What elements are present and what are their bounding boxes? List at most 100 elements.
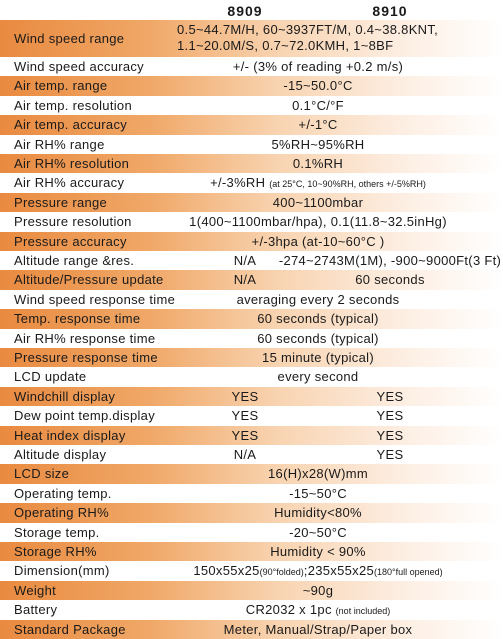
spec-row: Heat index display YES YES <box>0 425 503 445</box>
spec-label: Air RH% range <box>14 136 105 152</box>
spec-row: Storage temp. -20~50°C <box>0 523 503 542</box>
spec-label: Altitude display <box>14 447 107 462</box>
spec-row: Air temp. accuracy +/-1°C <box>0 115 503 135</box>
spec-row: Wind speed range 0.5~44.7M/H, 60~3937FT/M… <box>0 20 503 57</box>
spec-value: N/A <box>233 253 257 268</box>
spec-row: Pressure range 400~1100mbar <box>0 192 503 213</box>
value-text: +/- (3% of reading +0.2 m/s) <box>232 59 404 74</box>
spec-label: Windchill display <box>14 388 116 404</box>
spec-value: 16(H)x28(W)mm <box>268 464 368 483</box>
spec-value: YES <box>376 427 404 443</box>
spec-row: Air temp. resolution 0.1°C/°F <box>0 96 503 115</box>
spec-row: Operating temp. -15~50°C <box>0 484 503 503</box>
spec-label: Storage temp. <box>14 524 100 540</box>
value-text: +/-3hpa (at-10~60°C ) <box>251 233 385 249</box>
spec-label: Air RH% resolution <box>14 156 130 171</box>
spec-row: Weight ~90g <box>0 580 503 601</box>
value-text: 0.1°C/°F <box>292 97 344 113</box>
model-header: 8910 <box>372 3 408 19</box>
spec-value: 60 seconds <box>355 272 425 288</box>
value-text: 60 seconds (typical) <box>257 330 379 346</box>
spec-value: YES <box>376 388 404 404</box>
spec-row: Altitude/Pressure update N/A 60 seconds <box>0 270 503 290</box>
spec-value: 1(400~1100mbar/hpa), 0.1(11.8~32.5inHg) <box>189 212 447 231</box>
spec-label: Dimension(mm) <box>14 563 110 579</box>
spec-row: Air RH% range 5%RH~95%RH <box>0 135 503 154</box>
value-text: Meter, Manual/Strap/Paper box <box>223 621 413 637</box>
spec-value: ~90g <box>303 581 333 600</box>
value-text: +/-3%RH <box>210 175 266 191</box>
value-text: 150x55x25 <box>193 563 260 579</box>
spec-value: 5%RH~95%RH <box>272 135 365 154</box>
value-text: ;235x55x25 <box>303 563 375 579</box>
spec-value: averaging every 2 seconds <box>237 290 400 309</box>
spec-row: Storage RH% Humidity < 90% <box>0 542 503 562</box>
spec-value: +/-3hpa (at-10~60°C ) <box>252 232 385 251</box>
spec-row: Wind speed accuracy +/- (3% of reading +0… <box>0 57 503 76</box>
spec-value: N/A <box>233 272 257 288</box>
spec-value: N/A <box>233 447 257 462</box>
spec-label: Altitude range &res. <box>14 253 135 268</box>
value-text: -20~50°C <box>289 524 347 540</box>
value-text: 1(400~1100mbar/hpa), 0.1(11.8~32.5inHg) <box>189 214 447 230</box>
spec-row: Pressure response time 15 minute (typical… <box>0 348 503 368</box>
value-text: 15 minute (typical) <box>262 350 374 365</box>
spec-row: Air RH% response time 60 seconds (typical… <box>0 329 503 348</box>
spec-row: Pressure accuracy +/-3hpa (at-10~60°C ) <box>0 231 503 251</box>
value-text: averaging every 2 seconds <box>236 291 400 307</box>
spec-value: -274~2743M(1M), -900~9000Ft(3 Ft) <box>278 253 502 268</box>
spec-row: Wind speed response time averaging every … <box>0 290 503 309</box>
spec-label: Wind speed response time <box>14 291 176 307</box>
value-text: 60 seconds (typical) <box>257 311 379 327</box>
value-text: 0.1%RH <box>292 156 344 171</box>
spec-label: Altitude/Pressure update <box>14 272 164 288</box>
spec-label: Dew point temp.display <box>14 408 155 424</box>
value-line: 0.5~44.7M/H, 60~3937FT/M, 0.4~38.8KNT, <box>177 22 439 37</box>
spec-row: Windchill display YES YES <box>0 386 503 407</box>
value-note: (90°folded) <box>259 567 304 578</box>
spec-value: 150x55x25(90°folded);235x55x25(180°full … <box>193 561 442 582</box>
spec-value: YES <box>376 447 404 462</box>
value-text: Humidity < 90% <box>270 544 366 559</box>
spec-label: Temp. response time <box>14 311 141 327</box>
spec-row: Dimension(mm) 150x55x25(90°folded);235x55… <box>0 561 503 580</box>
spec-value: CR2032 x 1pc (not included) <box>246 600 390 621</box>
spec-label: Storage RH% <box>14 544 97 559</box>
spec-value: -20~50°C <box>289 523 347 542</box>
spec-label: Weight <box>14 582 57 598</box>
model-header: 8909 <box>227 3 263 19</box>
value-text: +/-1°C <box>298 117 338 133</box>
spec-value: 0.1°C/°F <box>292 96 344 115</box>
spec-label: Pressure response time <box>14 350 158 365</box>
spec-label: Air RH% accuracy <box>14 175 125 191</box>
spec-label: Air temp. accuracy <box>14 117 128 133</box>
value-text: 16(H)x28(W)mm <box>268 466 368 482</box>
value-note: (180°full opened) <box>374 567 443 578</box>
spec-label: Air RH% response time <box>14 330 156 346</box>
spec-value: every second <box>278 367 359 386</box>
spec-row: Standard Package Meter, Manual/Strap/Pape… <box>0 619 503 639</box>
spec-row: Altitude display N/A YES <box>0 445 503 464</box>
value-text: CR2032 x 1pc <box>245 602 332 618</box>
spec-label: Pressure range <box>14 194 108 210</box>
spec-value: Humidity<80% <box>274 503 362 522</box>
spec-value: +/-1°C <box>298 115 337 134</box>
spec-label: Pressure resolution <box>14 214 132 230</box>
spec-label: Pressure accuracy <box>14 233 127 249</box>
value-note: (not included) <box>335 606 391 617</box>
spec-label: Air temp. resolution <box>14 97 132 113</box>
spec-value: 0.5~44.7M/H, 60~3937FT/M, 0.4~38.8KNT, 1.… <box>177 22 438 54</box>
spec-value: +/-3%RH (at 25°C, 10~90%RH, others +/-5%… <box>210 173 426 194</box>
value-text: -15~50°C <box>289 485 347 501</box>
spec-label: Wind speed range <box>14 31 125 46</box>
spec-value: YES <box>231 408 259 424</box>
spec-row: Air temp. range -15~50.0°C <box>0 76 503 96</box>
value-text: 5%RH~95%RH <box>271 136 365 152</box>
spec-value: 15 minute (typical) <box>262 348 374 367</box>
spec-row: LCD update every second <box>0 367 503 386</box>
spec-label: Standard Package <box>14 621 126 637</box>
spec-value: 60 seconds (typical) <box>257 309 379 328</box>
spec-row: Air RH% resolution 0.1%RH <box>0 154 503 174</box>
spec-label: Operating RH% <box>14 505 109 521</box>
